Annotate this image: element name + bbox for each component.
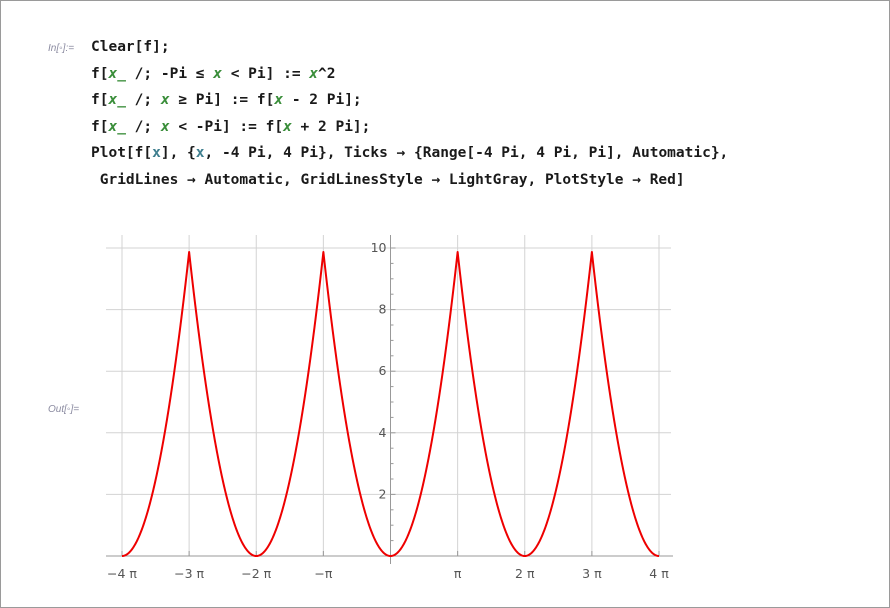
- code-line[interactable]: f[x_ /; x < -Pi] := f[x + 2 Pi];: [91, 114, 728, 141]
- x-tick-label: −4 π: [107, 566, 137, 581]
- x-tick-label: −2 π: [241, 566, 271, 581]
- y-tick-label: 4: [379, 425, 387, 440]
- output-label: Out[◦]=: [48, 404, 80, 415]
- code-token: /;: [125, 92, 161, 108]
- series-line: [121, 251, 660, 557]
- code-line[interactable]: Plot[f[x], {x, -4 Pi, 4 Pi}, Ticks → {Ra…: [91, 140, 728, 167]
- code-token: , -4 Pi, 4 Pi}, Ticks → {Range[-4 Pi, 4 …: [204, 145, 729, 161]
- pattern-variable: x: [160, 92, 170, 108]
- pattern-variable: x: [309, 65, 319, 82]
- code-token: f[: [91, 118, 109, 135]
- code-token: GridLines → Automatic, GridLinesStyle → …: [91, 171, 685, 188]
- plot-variable: x: [195, 145, 205, 161]
- y-tick-label: 6: [379, 363, 387, 378]
- code-token: /; -Pi ≤: [125, 65, 214, 82]
- code-token: ], {: [160, 145, 196, 161]
- code-token: < Pi] :=: [221, 65, 310, 82]
- pattern-variable: x_: [108, 65, 126, 82]
- code-token: Plot[f[: [91, 145, 153, 161]
- code-token: < -Pi] := f[: [169, 118, 284, 135]
- pattern-variable: x: [213, 65, 222, 82]
- code-line[interactable]: GridLines → Automatic, GridLinesStyle → …: [91, 167, 728, 194]
- x-tick-label: −π: [314, 566, 332, 581]
- code-input[interactable]: Clear[f]; f[x_ /; -Pi ≤ x < Pi] := x^2 f[x…: [91, 34, 728, 193]
- code-token: f[: [91, 92, 109, 108]
- code-token: Clear[f];: [91, 39, 170, 55]
- code-token: ^2: [318, 65, 336, 82]
- input-label: In[◦]:=: [48, 43, 75, 54]
- pattern-variable: x: [283, 118, 292, 135]
- code-token: ≥ Pi] := f[: [169, 92, 275, 108]
- x-tick-label: 4 π: [649, 566, 669, 581]
- y-tick-label: 8: [379, 302, 387, 317]
- pattern-variable: x_: [108, 118, 126, 135]
- pattern-variable: x: [274, 92, 284, 108]
- code-token: - 2 Pi];: [283, 92, 362, 108]
- plot-variable: x: [152, 145, 161, 161]
- y-tick-label: 2: [379, 486, 387, 501]
- code-line[interactable]: Clear[f];: [91, 34, 728, 61]
- x-tick-label: 2 π: [515, 566, 535, 581]
- code-line[interactable]: f[x_ /; -Pi ≤ x < Pi] := x^2: [91, 61, 728, 88]
- x-tick-label: −3 π: [174, 566, 204, 581]
- code-token: f[: [91, 65, 109, 82]
- y-tick-label: 10: [371, 240, 387, 255]
- code-line[interactable]: f[x_ /; x ≥ Pi] := f[x - 2 Pi];: [91, 87, 728, 114]
- x-tick-label: 3 π: [582, 566, 602, 581]
- pattern-variable: x: [160, 118, 170, 135]
- code-token: /;: [125, 118, 161, 135]
- pattern-variable: x_: [108, 92, 126, 108]
- x-tick-label: π: [454, 566, 462, 581]
- code-token: + 2 Pi];: [291, 118, 371, 135]
